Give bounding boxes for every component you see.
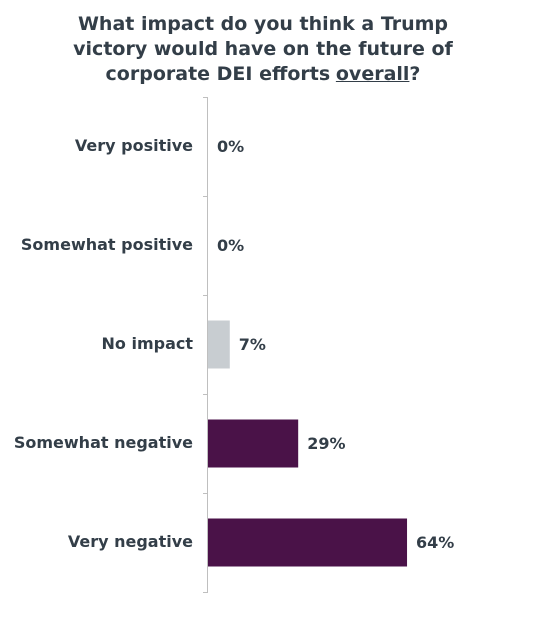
category-label: Somewhat positive xyxy=(21,235,193,254)
category-label: Very negative xyxy=(68,532,193,551)
value-label: 29% xyxy=(307,434,345,453)
category-label: Somewhat negative xyxy=(14,433,193,452)
category-label: Very positive xyxy=(75,136,193,155)
title-part: ? xyxy=(409,63,421,85)
bar xyxy=(208,518,408,567)
value-label: 0% xyxy=(217,137,244,156)
title-emphasis: overall xyxy=(335,63,410,85)
title-part: What impact do you think a Trump victory… xyxy=(73,13,453,85)
value-label: 7% xyxy=(239,335,266,354)
value-label: 0% xyxy=(217,236,244,255)
bar xyxy=(208,320,230,369)
chart-title: What impact do you think a Trump victory… xyxy=(38,12,488,87)
category-label: No impact xyxy=(102,334,194,353)
bar xyxy=(208,419,299,468)
value-label: 64% xyxy=(416,533,454,552)
